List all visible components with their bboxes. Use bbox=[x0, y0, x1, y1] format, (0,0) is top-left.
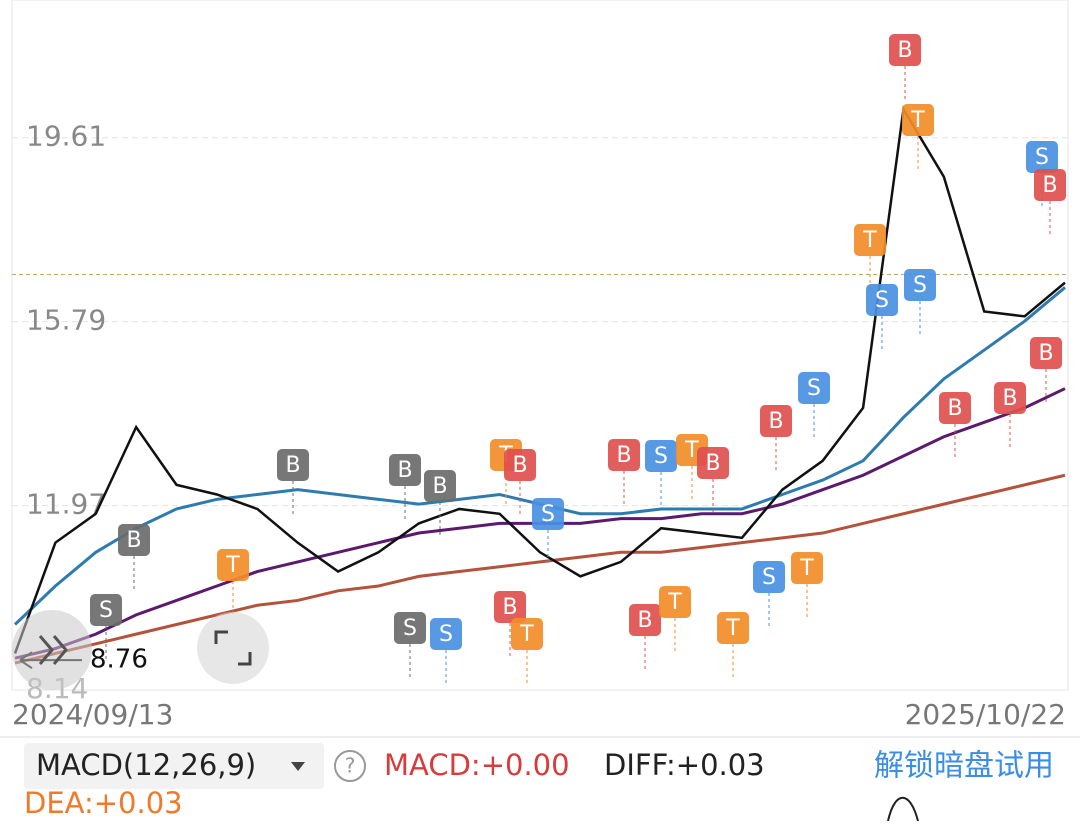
signal-label: T bbox=[667, 590, 682, 615]
price-line bbox=[13, 286, 1066, 626]
signal-badge bbox=[1034, 169, 1066, 201]
price-line bbox=[14, 473, 1066, 665]
signal-label: B bbox=[512, 453, 527, 478]
dea-value: DEA:+0.03 bbox=[24, 786, 183, 820]
signal-badge bbox=[532, 498, 564, 530]
signal-label: S bbox=[913, 273, 927, 298]
signal-badge bbox=[608, 439, 640, 471]
signal-label: B bbox=[502, 595, 517, 620]
signal-badge bbox=[277, 449, 309, 481]
end-date: 2025/10/22 bbox=[905, 698, 1066, 731]
signal-label: B bbox=[1038, 341, 1053, 366]
signal-badge bbox=[90, 594, 122, 626]
indicator-select[interactable] bbox=[24, 743, 324, 789]
signal-badge bbox=[902, 104, 934, 136]
signal-badge bbox=[430, 618, 462, 650]
signal-badge bbox=[994, 382, 1026, 414]
signal-label: S bbox=[439, 622, 453, 647]
y-tick-label: 15.79 bbox=[26, 304, 106, 337]
plot-frame bbox=[11, 0, 1069, 691]
signal-badge bbox=[504, 449, 536, 481]
signal-label: B bbox=[705, 451, 720, 476]
signal-label: B bbox=[616, 443, 631, 468]
signal-badge bbox=[791, 552, 823, 584]
signal-label: B bbox=[1002, 386, 1017, 411]
fullscreen-icon bbox=[214, 630, 252, 666]
signal-badge bbox=[629, 604, 661, 636]
signal-label: T bbox=[725, 616, 740, 641]
signal-badge bbox=[753, 561, 785, 593]
signal-label: B bbox=[285, 453, 300, 478]
signal-badge bbox=[389, 454, 421, 486]
signal-label: T bbox=[862, 228, 877, 253]
signal-label: T bbox=[799, 556, 814, 581]
help-icon[interactable] bbox=[334, 750, 366, 782]
signal-label: B bbox=[432, 474, 447, 499]
start-date: 2024/09/13 bbox=[12, 698, 173, 731]
signal-badge bbox=[717, 612, 749, 644]
fullscreen-button[interactable] bbox=[197, 612, 269, 684]
help-mark[interactable]: ? bbox=[345, 754, 356, 778]
signal-label: T bbox=[225, 553, 240, 578]
signal-badge bbox=[659, 586, 691, 618]
signal-badge bbox=[217, 549, 249, 581]
signal-label: S bbox=[541, 502, 555, 527]
signal-badge bbox=[798, 372, 830, 404]
signal-badge bbox=[904, 269, 936, 301]
signal-label: T bbox=[684, 438, 699, 463]
signal-badge bbox=[697, 447, 729, 479]
signal-badge bbox=[760, 405, 792, 437]
low-label: 8.76 bbox=[90, 645, 148, 675]
signal-badge bbox=[424, 470, 456, 502]
signal-badge bbox=[394, 612, 426, 644]
signal-label: S bbox=[403, 616, 417, 641]
signal-badge bbox=[939, 392, 971, 424]
signal-label: B bbox=[897, 38, 912, 63]
signal-label: S bbox=[875, 288, 889, 313]
y-tick-label: 19.61 bbox=[26, 120, 106, 153]
signal-label: S bbox=[99, 598, 113, 623]
signal-label: B bbox=[1042, 173, 1057, 198]
signal-badge bbox=[889, 34, 921, 66]
signal-label: B bbox=[947, 396, 962, 421]
signal-badge bbox=[1030, 337, 1062, 369]
dropdown-arrow[interactable] bbox=[291, 762, 305, 771]
signal-label: S bbox=[1035, 145, 1049, 170]
signal-badge bbox=[494, 591, 526, 623]
signal-label: S bbox=[762, 565, 776, 590]
unlock-link[interactable]: 解锁暗盘试用 bbox=[874, 749, 1054, 784]
signal-label: B bbox=[126, 528, 141, 553]
signal-label: T bbox=[519, 622, 534, 647]
signal-badge bbox=[118, 524, 150, 556]
signal-badge bbox=[866, 284, 898, 316]
macd-value: MACD:+0.00 bbox=[384, 748, 570, 782]
price-line bbox=[13, 105, 1066, 654]
signal-label: T bbox=[910, 108, 925, 133]
signal-label: S bbox=[807, 376, 821, 401]
collapse-icon bbox=[38, 635, 68, 665]
signal-badge bbox=[1026, 141, 1058, 173]
signal-badge bbox=[511, 618, 543, 650]
signal-badge bbox=[854, 224, 886, 256]
indicator-name[interactable]: MACD(12,26,9) bbox=[36, 748, 256, 782]
diff-value: DIFF:+0.03 bbox=[604, 748, 765, 782]
signal-label: S bbox=[654, 444, 668, 469]
signal-badge bbox=[645, 440, 677, 472]
signal-label: B bbox=[637, 608, 652, 633]
signal-label: B bbox=[768, 409, 783, 434]
macd-curve bbox=[887, 797, 919, 822]
divider bbox=[0, 736, 1080, 738]
signal-label: B bbox=[397, 458, 412, 483]
